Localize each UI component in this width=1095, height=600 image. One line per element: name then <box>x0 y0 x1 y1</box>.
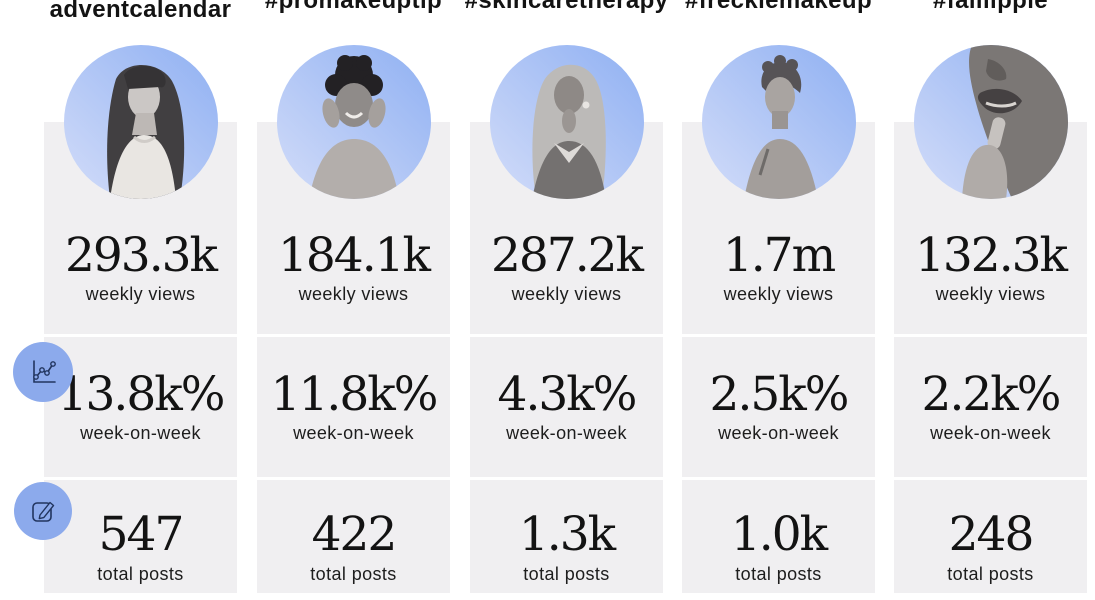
profile-photo <box>489 45 644 199</box>
total-posts-label: total posts <box>523 564 610 584</box>
woman-short-wet-hair-illustration <box>743 55 818 199</box>
weekly-views-label: weekly views <box>723 284 834 304</box>
woman-long-dark-hair-illustration <box>106 65 184 199</box>
weekly-views-value: 1.7m <box>722 228 836 283</box>
trend-chart-icon <box>33 360 56 383</box>
weekly-views-label: weekly views <box>935 284 1046 304</box>
trend-chart-button[interactable] <box>13 342 73 402</box>
profile-photo <box>701 45 856 199</box>
total-posts-card: 1.0k total posts <box>682 480 875 593</box>
weekly-views-value: 293.3k <box>64 228 218 283</box>
week-on-week-card: 13.8k% week-on-week <box>44 337 237 477</box>
week-on-week-card: 2.5k% week-on-week <box>682 337 875 477</box>
week-on-week-value: 11.8k% <box>270 367 439 422</box>
hashtag-column: adventcalendar 293.3k weekly views 13.8k… <box>44 0 237 600</box>
weekly-views-value: 184.1k <box>277 228 431 283</box>
edit-post-button[interactable] <box>14 482 72 540</box>
week-on-week-card: 2.2k% week-on-week <box>894 337 1087 477</box>
woman-gray-hair-illustration <box>531 64 606 199</box>
hashtag-title: #skincaretherapy <box>464 0 669 14</box>
week-on-week-label: week-on-week <box>80 423 201 443</box>
hashtag-column: #skincaretherapy 287.2k weekly views 4.3… <box>465 0 668 600</box>
week-on-week-value: 4.3k% <box>497 367 638 422</box>
total-posts-label: total posts <box>947 564 1034 584</box>
week-on-week-card: 11.8k% week-on-week <box>257 337 450 477</box>
hashtag-title: adventcalendar <box>49 0 232 23</box>
total-posts-value: 422 <box>311 507 398 562</box>
weekly-views-label: weekly views <box>85 284 196 304</box>
total-posts-card: 547 total posts <box>44 480 237 593</box>
total-posts-value: 1.0k <box>730 507 828 562</box>
total-posts-card: 422 total posts <box>257 480 450 593</box>
hashtag-column: #falllippie 132.3k weekly views 2.2k% we… <box>894 0 1087 600</box>
week-on-week-label: week-on-week <box>718 423 839 443</box>
lips-applying-lipstick-illustration <box>961 45 1068 199</box>
hashtag-title: #falllippie <box>932 0 1049 14</box>
total-posts-card: 248 total posts <box>894 480 1087 593</box>
weekly-views-value: 287.2k <box>490 228 644 283</box>
week-on-week-value: 2.2k% <box>921 367 1062 422</box>
profile-photo <box>913 45 1068 199</box>
total-posts-value: 248 <box>948 507 1035 562</box>
hashtag-title: #promakeuptip <box>264 0 443 14</box>
total-posts-label: total posts <box>310 564 397 584</box>
total-posts-value: 1.3k <box>518 507 616 562</box>
weekly-views-value: 132.3k <box>914 228 1068 283</box>
weekly-views-label: weekly views <box>511 284 622 304</box>
woman-curly-updo-illustration <box>308 55 399 199</box>
total-posts-label: total posts <box>97 564 184 584</box>
total-posts-label: total posts <box>735 564 822 584</box>
weekly-views-label: weekly views <box>298 284 409 304</box>
hashtag-column: #promakeuptip 184.1k weekly views 11.8k%… <box>257 0 450 600</box>
profile-photo <box>276 45 431 199</box>
edit-post-icon <box>32 501 55 522</box>
profile-photo <box>63 45 218 199</box>
week-on-week-value: 2.5k% <box>709 367 850 422</box>
week-on-week-label: week-on-week <box>930 423 1051 443</box>
total-posts-card: 1.3k total posts <box>470 480 663 593</box>
week-on-week-value: 13.8k% <box>57 367 226 422</box>
week-on-week-label: week-on-week <box>506 423 627 443</box>
total-posts-value: 547 <box>98 507 185 562</box>
hashtag-column: #frecklemakeup 1.7m weekly views 2.5k% w… <box>682 0 875 600</box>
week-on-week-label: week-on-week <box>293 423 414 443</box>
week-on-week-card: 4.3k% week-on-week <box>470 337 663 477</box>
hashtag-title: #frecklemakeup <box>684 0 873 14</box>
